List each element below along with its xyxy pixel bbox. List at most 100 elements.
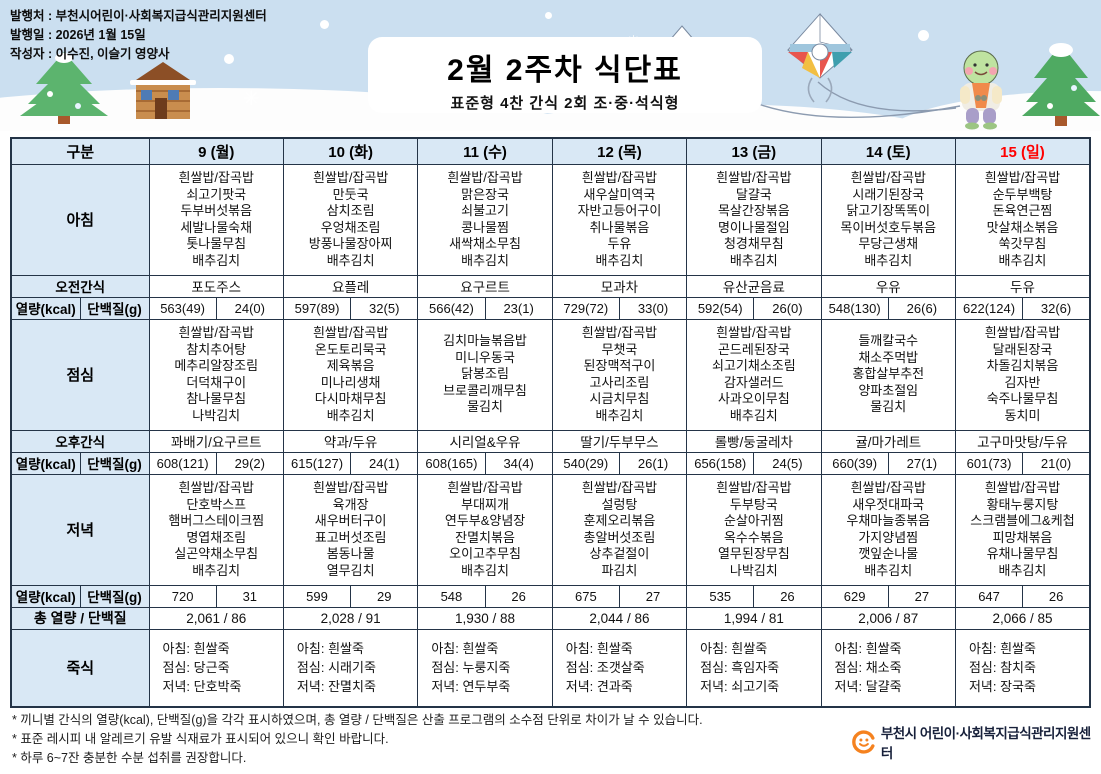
total-value: 1,930 / 88 [417,606,553,630]
snowflake-icon: ✳ [243,88,260,110]
protein-value: 26 [1022,584,1091,608]
kcal-value: 535 [686,584,755,608]
porridge-menu: 아침: 흰쌀죽 점심: 시래기죽 저녁: 잔멸치죽 [282,628,419,708]
kcal-value: 720 [148,584,217,608]
porridge-menu: 아침: 흰쌀죽 점심: 흑임자죽 저녁: 쇠고기죽 [686,628,822,708]
tree-icon [20,52,108,124]
kcal-value: 675 [551,584,620,608]
day-header-tue: 10 (화) [282,137,419,165]
lunch-menu: 흰쌀밥/잡곡밥 무챗국 된장맥적구이 고사리조림 시금치무침 배추김치 [551,318,688,431]
character-illustration [960,50,1002,130]
dinner-menu: 흰쌀밥/잡곡밥 두부탕국 순살아귀찜 옥수수볶음 열무된장무침 나박김치 [686,473,822,586]
publisher-line: 발행처 : 부천시어린이·사회복지급식관리지원센터 [10,9,267,23]
total-value: 2,006 / 87 [820,606,956,630]
lunch-menu: 흰쌀밥/잡곡밥 온도토리묵국 제육볶음 미나리생채 다시마채무침 배추김치 [282,318,419,431]
dinner-menu: 흰쌀밥/잡곡밥 새우젓대파국 우채마늘종볶음 가지양념찜 깻잎순나물 배추김치 [820,473,956,586]
snow-dot [918,30,929,41]
protein-value: 29(2) [215,451,284,475]
am-snack: 요플레 [282,274,419,298]
footnotes: * 끼니별 간식의 열량(kcal), 단백질(g)을 각각 표시하였으며, 총… [12,711,703,768]
lunch-menu: 흰쌀밥/잡곡밥 참치추어탕 메추리알장조림 더덕채구이 참나물무침 나박김치 [148,318,284,431]
title-box: 2월 2주차 식단표 표준형 4찬 간식 2회 조·중·석식형 [368,37,762,113]
total-value: 2,028 / 91 [282,606,419,630]
total-value: 2,044 / 86 [551,606,688,630]
protein-label: 단백질(g) [79,584,150,608]
protein-value: 26(0) [753,296,822,320]
dinner-menu: 흰쌀밥/잡곡밥 단호박스프 햄버그스테이크찜 명엽채조림 실곤약채소무침 배추김치 [148,473,284,586]
kcal-value: 729(72) [551,296,620,320]
total-label: 총 열량 / 단백질 [10,606,150,630]
breakfast-row: 아침 흰쌀밥/잡곡밥 쇠고기팟국 두부버섯볶음 세발나물숙채 톳나물무침 배추김치 흰쌀밥… [10,163,1091,276]
protein-value: 31 [215,584,284,608]
kite-icon [787,12,853,103]
pm-snack: 시리얼&우유 [417,429,553,453]
protein-value: 33(0) [618,296,688,320]
breakfast-nutrition-row: 열량(kcal) 단백질(g) 563(49) 24(0) 597(89) 32… [10,296,1091,320]
protein-value: 26(6) [887,296,956,320]
protein-label: 단백질(g) [79,451,150,475]
kcal-value: 592(54) [686,296,755,320]
kcal-value: 647 [954,584,1024,608]
total-value: 1,994 / 81 [686,606,822,630]
kcal-label: 열량(kcal) [10,296,81,320]
lunch-menu: 김치마늘볶음밥 미니우동국 닭봉조림 브로콜리깨무침 물김치 [417,318,553,431]
pm-snack-label: 오후간식 [10,429,150,453]
am-snack: 모과차 [551,274,688,298]
protein-value: 27(1) [887,451,956,475]
am-snack: 유산균음료 [686,274,822,298]
center-logo: 부천시 어린이·사회복지급식관리지원센터 [852,722,1101,762]
protein-value: 24(5) [753,451,822,475]
footnote: * 하루 6~7잔 충분한 수분 섭취를 권장합니다. [12,751,247,765]
breakfast-menu: 흰쌀밥/잡곡밥 새우살미역국 자반고등어구이 취나물볶음 두유 배추김치 [551,163,688,276]
kcal-value: 615(127) [282,451,352,475]
kcal-label: 열량(kcal) [10,451,81,475]
breakfast-menu: 흰쌀밥/잡곡밥 달걀국 목살간장볶음 명이나물절임 청경채무침 배추김치 [686,163,822,276]
pm-snack: 딸기/두부무스 [551,429,688,453]
am-snack-label: 오전간식 [10,274,150,298]
breakfast-menu: 흰쌀밥/잡곡밥 만둣국 삼치조림 우엉채조림 방풍나물장아찌 배추김치 [282,163,419,276]
lunch-label: 점심 [10,318,150,431]
lunch-menu: 흰쌀밥/잡곡밥 곤드레된장국 쇠고기채소조림 감자샐러드 사과오이무침 배추김치 [686,318,822,431]
day-header-fri: 13 (금) [686,137,822,165]
porridge-label: 죽식 [10,628,150,708]
porridge-menu: 아침: 흰쌀죽 점심: 누룽지죽 저녁: 연두부죽 [417,628,553,708]
dinner-label: 저녁 [10,473,150,586]
breakfast-menu: 흰쌀밥/잡곡밥 순두부백탕 돈육연근찜 맛살채소볶음 쑥갓무침 배추김치 [954,163,1091,276]
gubun-header: 구분 [10,137,150,165]
pm-snack: 약과/두유 [282,429,419,453]
publication-info: 발행처 : 부천시어린이·사회복지급식관리지원센터 발행일 : 2026년 1월… [10,7,267,63]
kcal-value: 629 [820,584,889,608]
am-snack: 요구르트 [417,274,553,298]
am-snack-row: 오전간식 포도주스 요플레 요구르트 모과차 유산균음료 우유 두유 [10,274,1091,298]
protein-value: 24(0) [215,296,284,320]
kcal-value: 608(165) [417,451,486,475]
dinner-menu: 흰쌀밥/잡곡밥 육개장 새우버터구이 표고버섯조림 봄동나물 열무김치 [282,473,419,586]
am-snack: 포도주스 [148,274,284,298]
breakfast-menu: 흰쌀밥/잡곡밥 시래기된장국 닭고기장똑똑이 목이버섯호두볶음 무당근생채 배추김치 [820,163,956,276]
pm-snack: 꽈배기/요구르트 [148,429,284,453]
protein-value: 24(1) [350,451,419,475]
protein-label: 단백질(g) [79,296,150,320]
footnote: * 끼니별 간식의 열량(kcal), 단백질(g)을 각각 표시하였으며, 총… [12,713,703,727]
protein-value: 26 [753,584,822,608]
total-value: 2,066 / 85 [954,606,1091,630]
kcal-value: 540(29) [551,451,620,475]
protein-value: 32(5) [350,296,419,320]
protein-value: 27 [887,584,956,608]
porridge-menu: 아침: 흰쌀죽 점심: 당근죽 저녁: 단호박죽 [148,628,284,708]
snow-dot [545,12,552,19]
kcal-value: 566(42) [417,296,486,320]
dinner-row: 저녁 흰쌀밥/잡곡밥 단호박스프 햄버그스테이크찜 명엽채조림 실곤약채소무침 배추김치 … [10,473,1091,586]
dinner-menu: 흰쌀밥/잡곡밥 부대찌개 연두부&양념장 잔멸치볶음 오이고추무침 배추김치 [417,473,553,586]
tree-icon [1022,43,1100,126]
protein-value: 34(4) [484,451,553,475]
dinner-nutrition-row: 열량(kcal) 단백질(g) 720 31 599 29 548 26 675… [10,584,1091,608]
kcal-label: 열량(kcal) [10,584,81,608]
lunch-row: 점심 흰쌀밥/잡곡밥 참치추어탕 메추리알장조림 더덕채구이 참나물무침 나박김치 흰쌀밥… [10,318,1091,431]
kcal-value: 548(130) [820,296,889,320]
kcal-value: 622(124) [954,296,1024,320]
protein-value: 26 [484,584,553,608]
footnote: * 표준 레시피 내 알레르기 유발 식재료가 표시되어 있으니 확인 바랍니다… [12,732,389,746]
day-header-sun: 15 (일) [954,137,1091,165]
total-value: 2,061 / 86 [148,606,284,630]
